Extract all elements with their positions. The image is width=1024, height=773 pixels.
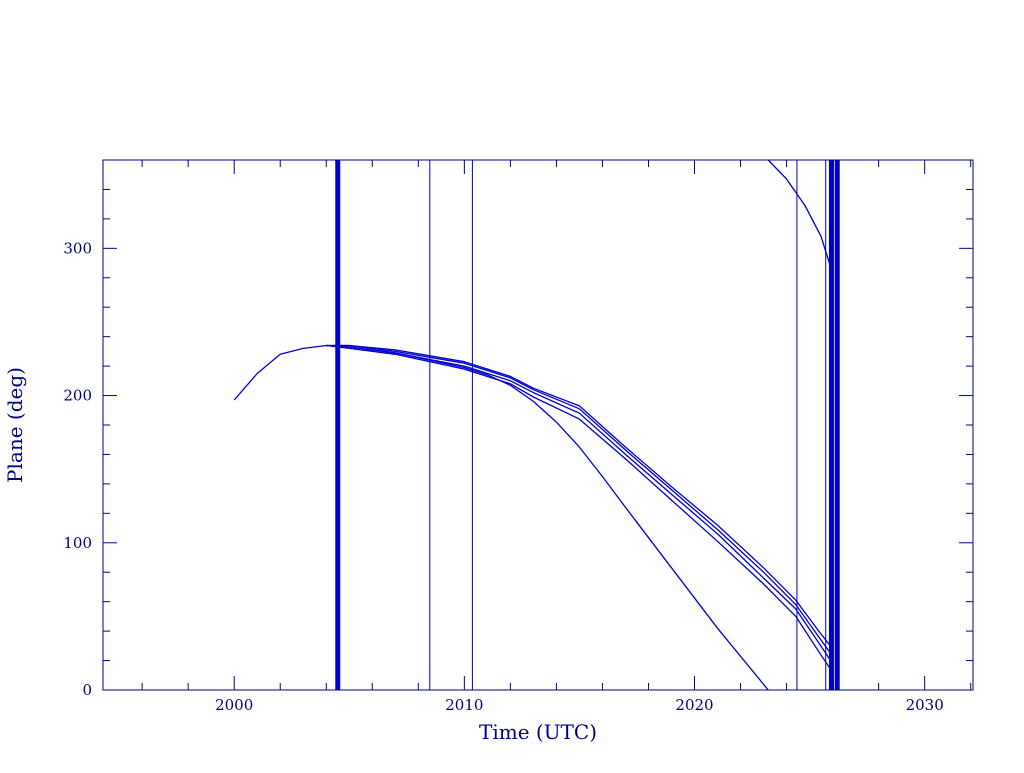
- y-tick-label: 200: [63, 387, 92, 405]
- x-tick-label: 2010: [445, 696, 483, 714]
- x-axis-title: Time (UTC): [479, 720, 597, 744]
- axis-ticks: [103, 159, 973, 691]
- y-tick-label: 300: [63, 239, 92, 257]
- x-tick-label: 2000: [215, 696, 253, 714]
- y-tick-label: 100: [63, 534, 92, 552]
- tick-labels: 2000 2010 2020 2030 0 100 200 300: [63, 239, 943, 714]
- x-tick-label: 2030: [906, 696, 944, 714]
- y-tick-label: 0: [82, 681, 92, 699]
- vertical-markers: [335, 160, 840, 690]
- series-line-4: [326, 344, 769, 691]
- y-axis-title: Plane (deg): [3, 367, 27, 483]
- series-line-5: [767, 159, 834, 274]
- series-line-1: [326, 344, 834, 657]
- series-line-3: [326, 344, 834, 673]
- series-line-0: [233, 344, 834, 650]
- series-lines: [233, 159, 834, 691]
- x-tick-label: 2020: [675, 696, 713, 714]
